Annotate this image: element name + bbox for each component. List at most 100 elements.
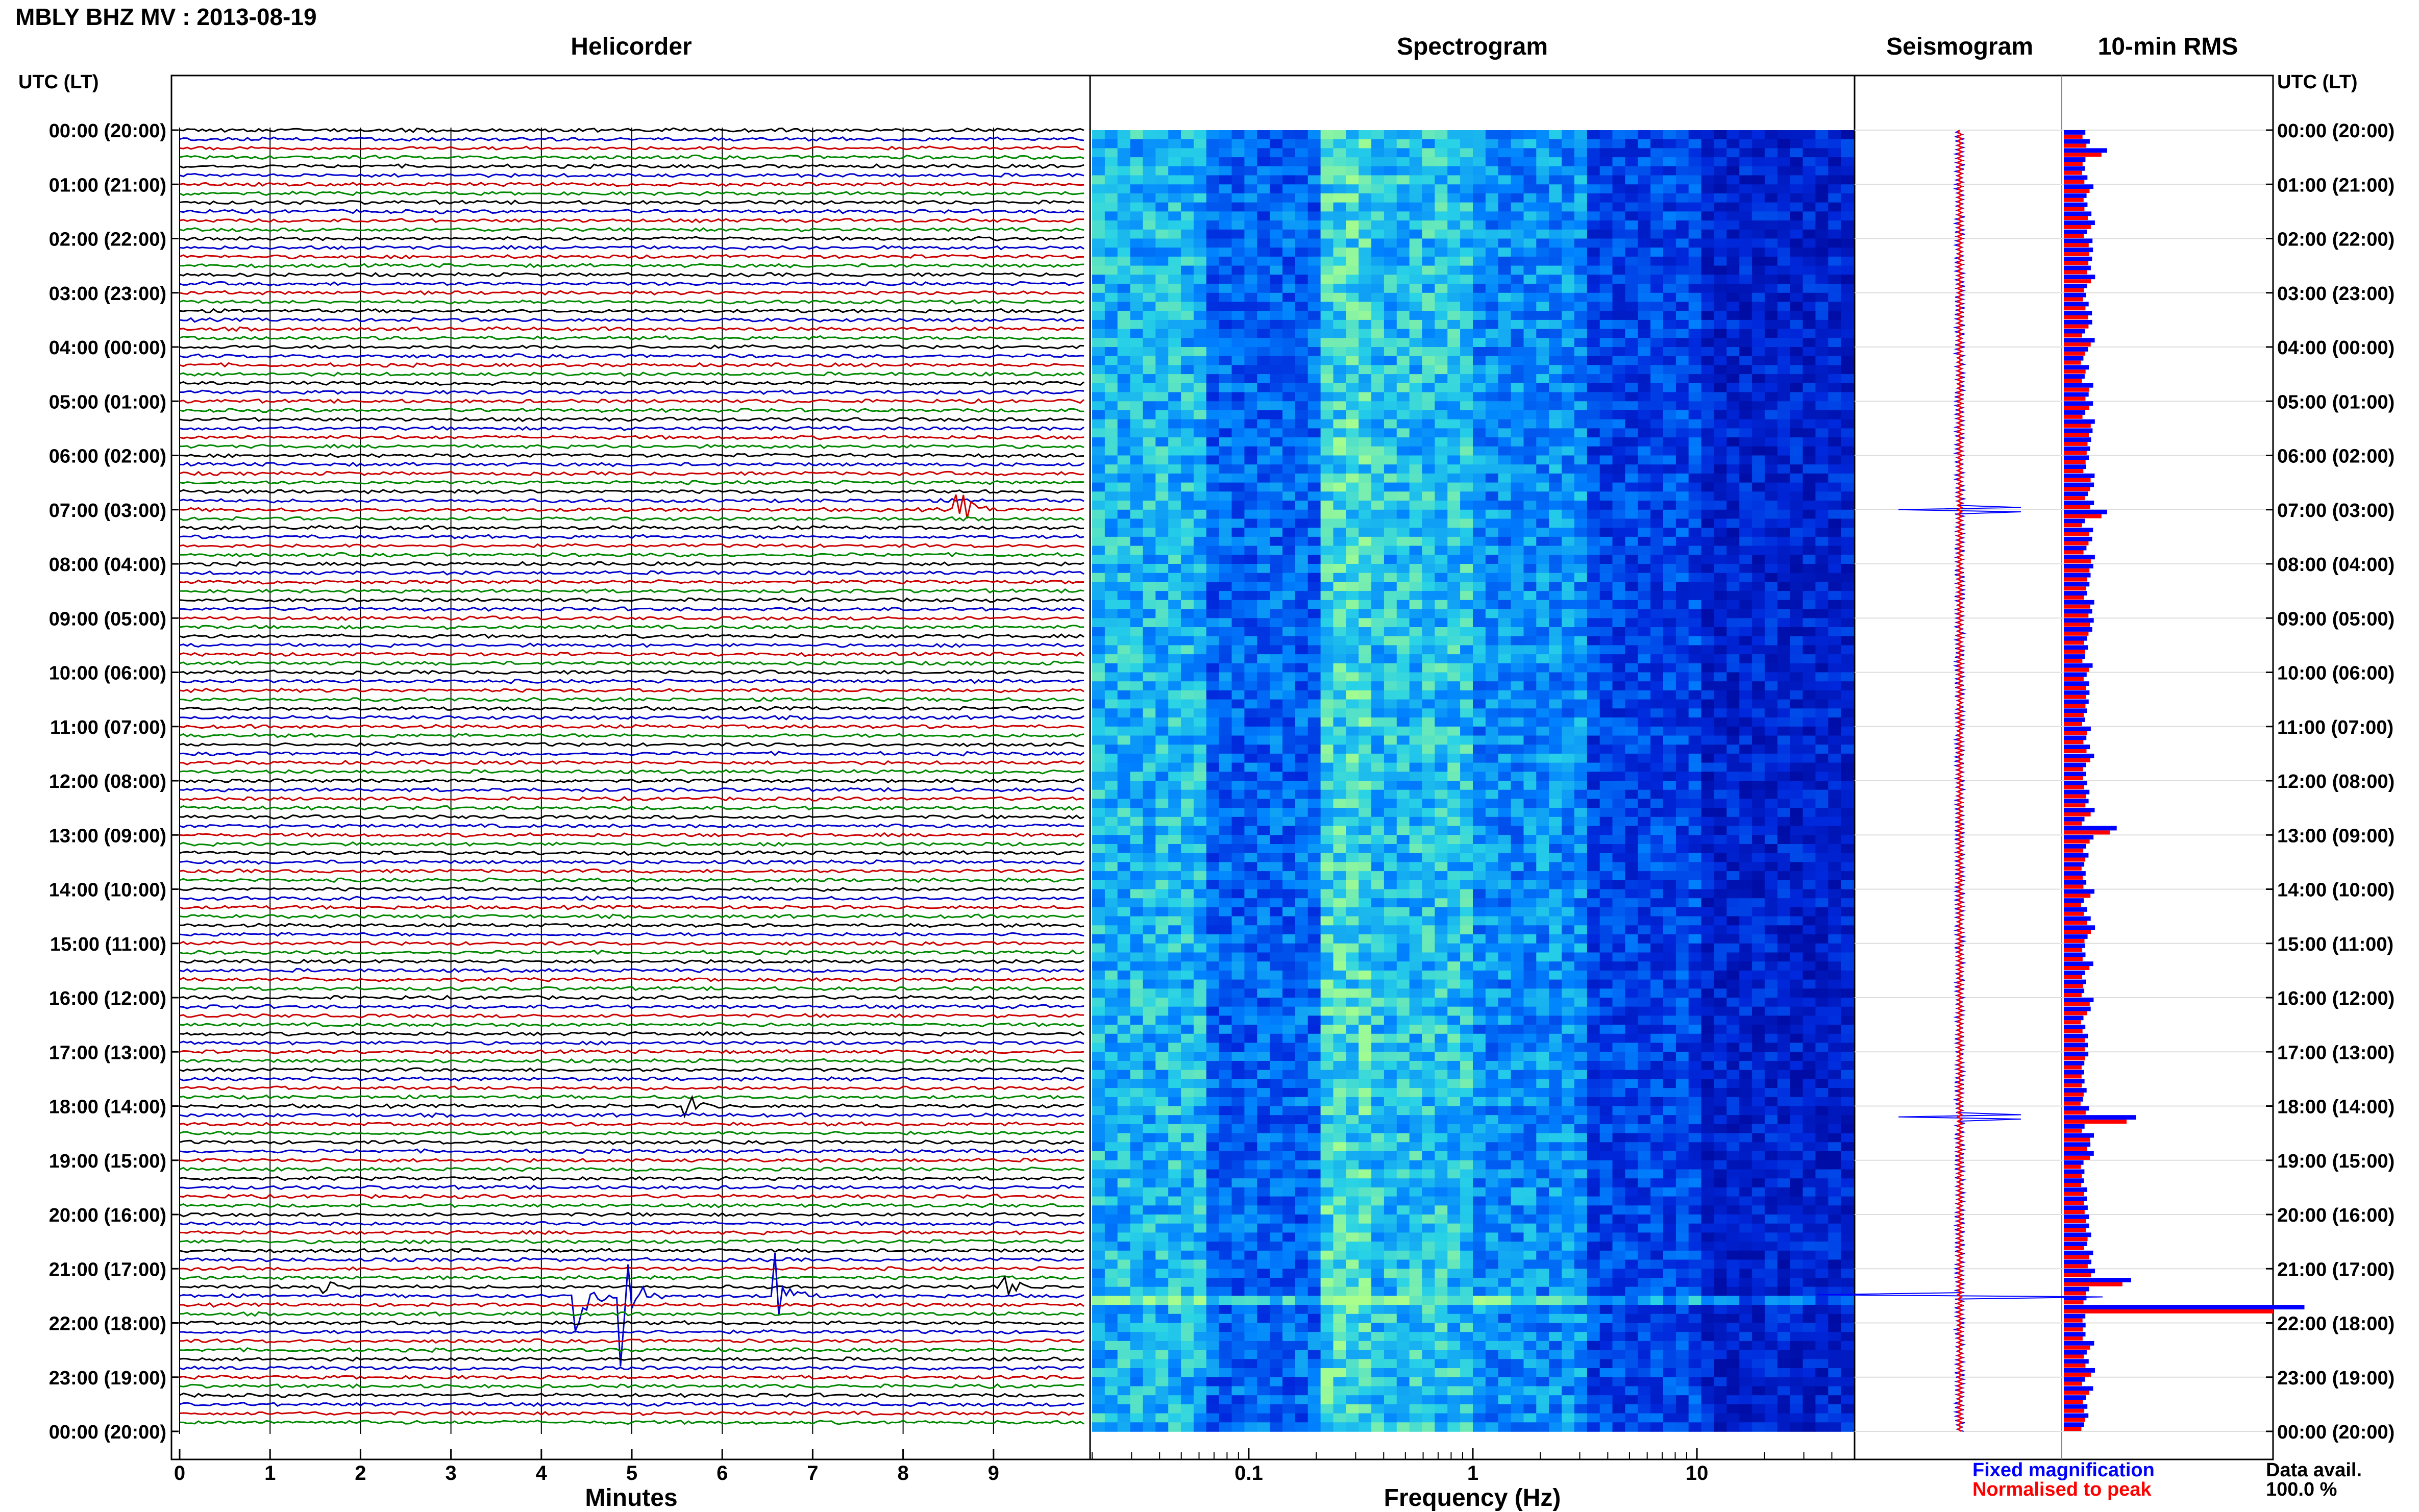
- spectrogram-cell: [1612, 202, 1626, 212]
- spectrogram-cell: [1777, 789, 1791, 800]
- spectrogram-cell: [1625, 762, 1639, 773]
- spectrogram-cell: [1282, 383, 1296, 393]
- spectrogram-cell: [1307, 401, 1321, 411]
- spectrogram-cell: [1231, 211, 1245, 221]
- spectrogram-cell: [1701, 338, 1715, 348]
- spectrogram-cell: [1320, 536, 1334, 547]
- spectrogram-cell: [1714, 265, 1727, 276]
- spectrogram-cell: [1523, 853, 1537, 863]
- spectrogram-cell: [1841, 609, 1854, 618]
- spectrogram-cell: [1841, 338, 1854, 348]
- spectrogram-cell: [1777, 591, 1791, 601]
- spectrogram-cell: [1511, 690, 1524, 700]
- spectrogram-cell: [1511, 509, 1524, 519]
- spectrogram-cell: [1244, 410, 1258, 420]
- spectrogram-cell: [1257, 473, 1270, 483]
- spectrogram-cell: [1485, 862, 1499, 872]
- spectrogram-cell: [1409, 645, 1423, 655]
- spectrogram-cell: [1574, 338, 1588, 348]
- spectrogram-cell: [1257, 618, 1270, 628]
- spectrogram-cell: [1384, 627, 1397, 637]
- spectrogram-cell: [1460, 654, 1473, 664]
- spectrogram-cell: [1485, 708, 1499, 718]
- spectrogram-cell: [1612, 329, 1626, 339]
- spectrogram-cell: [1841, 501, 1854, 510]
- spectrogram-cell: [1257, 455, 1270, 465]
- spectrogram-cell: [1650, 383, 1664, 393]
- spectrogram-cell: [1650, 699, 1664, 709]
- spectrogram-cell: [1219, 265, 1232, 276]
- spectrogram-cell: [1409, 139, 1423, 149]
- spectrogram-cell: [1270, 220, 1283, 230]
- spectrogram-cell: [1193, 501, 1207, 510]
- spectrogram-cell: [1485, 265, 1499, 276]
- spectrogram-cell: [1599, 428, 1613, 438]
- spectrogram-cell: [1498, 726, 1512, 736]
- spectrogram-cell: [1130, 853, 1144, 863]
- spectrogram-cell: [1396, 139, 1410, 149]
- spectrogram-cell: [1587, 455, 1600, 465]
- spectrogram-cell: [1625, 247, 1639, 257]
- spectrogram-cell: [1244, 464, 1258, 474]
- spectrogram-cell: [1384, 753, 1397, 763]
- spectrogram-cell: [1346, 202, 1359, 212]
- spectrogram-cell: [1168, 853, 1181, 863]
- spectrogram-cell: [1803, 292, 1816, 303]
- spectrogram-cell: [1320, 636, 1334, 646]
- spectrogram-cell: [1104, 509, 1118, 519]
- spectrogram-cell: [1181, 536, 1194, 547]
- spectrogram-cell: [1168, 582, 1181, 591]
- spectrogram-cell: [1675, 383, 1689, 393]
- spectrogram-cell: [1092, 211, 1105, 221]
- spectrogram-cell: [1409, 690, 1423, 700]
- spectrogram-cell: [1295, 799, 1309, 808]
- spectrogram-cell: [1726, 862, 1740, 872]
- spectrogram-cell: [1396, 681, 1410, 691]
- spectrogram-cell: [1295, 139, 1309, 149]
- spectrogram-cell: [1206, 428, 1220, 438]
- spectrogram-cell: [1206, 789, 1220, 800]
- spectrogram-cell: [1333, 139, 1347, 149]
- spectrogram-cell: [1117, 392, 1131, 402]
- spectrogram-cell: [1117, 229, 1131, 239]
- spectrogram-cell: [1701, 455, 1715, 465]
- spectrogram-cell: [1333, 256, 1347, 266]
- spectrogram-cell: [1498, 410, 1512, 420]
- spectrogram-cell: [1498, 717, 1512, 727]
- spectrogram-cell: [1828, 564, 1841, 574]
- spectrogram-cell: [1752, 808, 1765, 817]
- spectrogram-cell: [1320, 238, 1334, 248]
- spectrogram-cell: [1612, 582, 1626, 591]
- spectrogram-cell: [1536, 582, 1549, 591]
- spectrogram-cell: [1359, 428, 1372, 438]
- spectrogram-cell: [1181, 518, 1194, 528]
- spectrogram-cell: [1117, 284, 1131, 293]
- spectrogram-cell: [1574, 862, 1588, 872]
- spectrogram-cell: [1638, 347, 1651, 357]
- spectrogram-cell: [1206, 573, 1220, 583]
- spectrogram-cell: [1675, 772, 1689, 781]
- spectrogram-cell: [1168, 482, 1181, 492]
- spectrogram-cell: [1815, 473, 1829, 483]
- spectrogram-cell: [1701, 745, 1715, 754]
- spectrogram-cell: [1752, 256, 1765, 266]
- spectrogram-cell: [1739, 808, 1752, 817]
- spectrogram-cell: [1104, 338, 1118, 348]
- spectrogram-cell: [1485, 844, 1499, 854]
- spectrogram-cell: [1219, 319, 1232, 330]
- spectrogram-cell: [1523, 175, 1537, 185]
- spectrogram-cell: [1498, 265, 1512, 276]
- spectrogram-cell: [1117, 311, 1131, 320]
- spectrogram-cell: [1447, 781, 1461, 790]
- spectrogram-cell: [1295, 645, 1309, 655]
- spectrogram-cell: [1219, 157, 1232, 167]
- spectrogram-cell: [1320, 772, 1334, 781]
- spectrogram-cell: [1092, 193, 1105, 203]
- spectrogram-cell: [1549, 555, 1562, 564]
- spectrogram-cell: [1219, 789, 1232, 800]
- spectrogram-cell: [1803, 781, 1816, 790]
- spectrogram-cell: [1384, 690, 1397, 700]
- spectrogram-cell: [1675, 546, 1689, 556]
- spectrogram-cell: [1612, 428, 1626, 438]
- spectrogram-cell: [1193, 582, 1207, 591]
